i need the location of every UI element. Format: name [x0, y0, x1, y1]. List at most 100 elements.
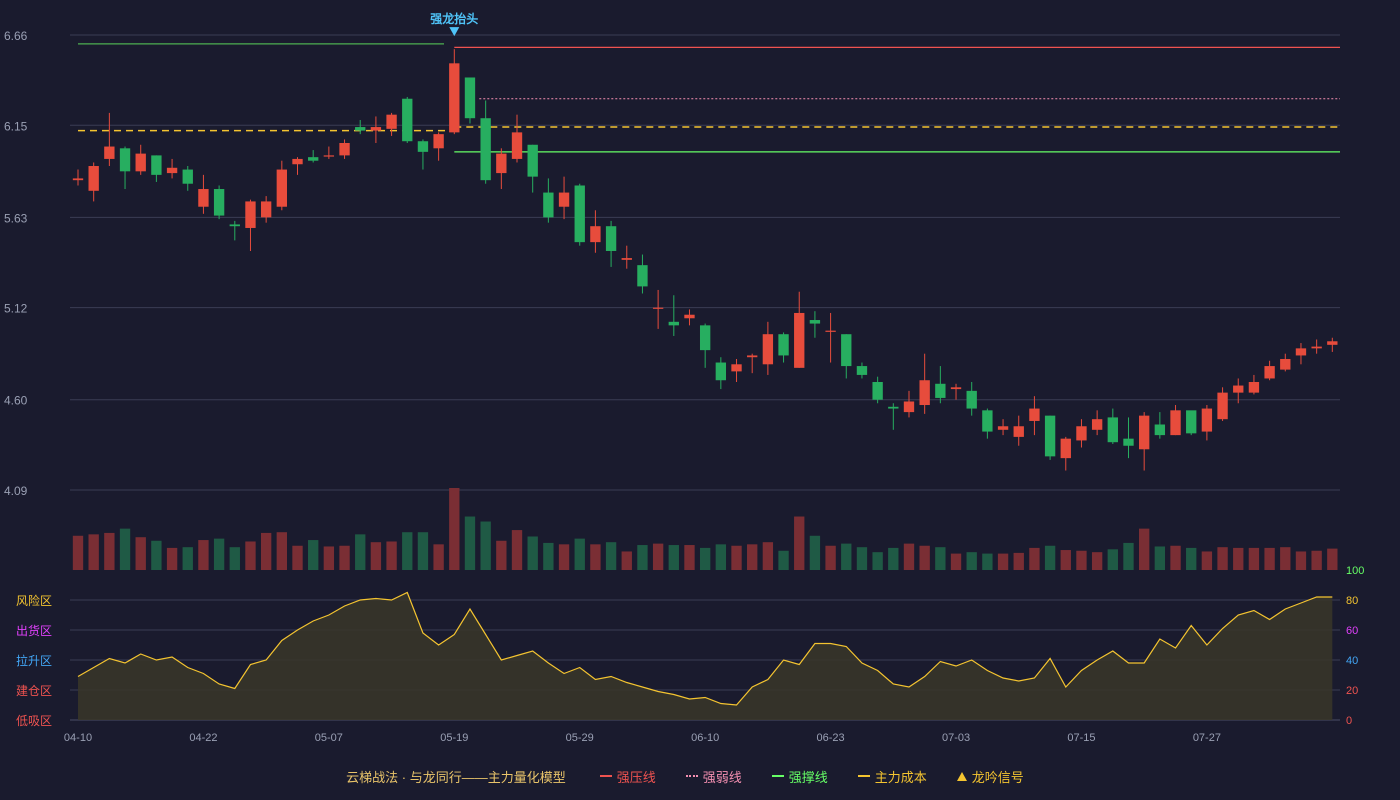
x-tick-label: 07-15 [1067, 732, 1095, 744]
legend-item-strong-weak[interactable]: 强弱线 [685, 767, 742, 786]
candle-body [355, 127, 366, 131]
candle-body [135, 153, 146, 172]
candle-body [166, 167, 178, 174]
candle-body [997, 426, 1009, 430]
volume-bar [1076, 550, 1087, 570]
candle-body [935, 383, 946, 398]
candle-body [856, 366, 868, 375]
volume-bar [511, 530, 523, 570]
candle-body [104, 146, 115, 159]
legend-label: 龙吟信号 [971, 769, 1024, 785]
volume-bar [825, 545, 836, 570]
x-tick-label: 06-10 [691, 732, 719, 744]
volume-bar [496, 540, 507, 570]
signal-arrow-icon [449, 27, 460, 37]
candle-body [1138, 415, 1150, 450]
x-tick-label: 07-03 [942, 732, 970, 744]
legend-swatch-icon [599, 775, 612, 777]
volume-bar [527, 536, 538, 570]
volume-bar [1170, 545, 1181, 570]
volume-bar [1233, 547, 1244, 570]
volume-bar [1311, 550, 1322, 570]
volume-bar [574, 538, 585, 570]
x-tick-label: 04-22 [189, 732, 217, 744]
candle-body [637, 265, 648, 287]
candle-body [731, 364, 742, 372]
candle-body [621, 258, 632, 260]
candle-body [72, 178, 84, 181]
volume-bar [621, 551, 632, 570]
volume-bar [1201, 551, 1213, 570]
volume-bar [794, 516, 805, 570]
volume-bar [747, 544, 758, 570]
osc-zone-label: 建仓区 [16, 684, 52, 698]
volume-bar [198, 540, 209, 570]
candle-body [590, 226, 601, 243]
candle-body [1248, 382, 1260, 393]
volume-bar [637, 545, 648, 570]
volume-bar [104, 532, 115, 570]
candle-body [684, 314, 695, 319]
legend-item-support[interactable]: 强撑线 [771, 767, 828, 786]
volume-bar [966, 552, 977, 570]
volume-bar [872, 552, 883, 570]
volume-bar [449, 488, 460, 570]
x-tick-label: 06-23 [817, 732, 845, 744]
x-tick-label: 05-19 [440, 732, 468, 744]
volume-bar [668, 545, 679, 570]
volume-bar [590, 544, 601, 570]
volume-bar [888, 547, 899, 570]
candle-body [1107, 417, 1118, 443]
volume-bar [339, 545, 350, 570]
candle-body [903, 401, 915, 413]
candle-body [982, 410, 993, 432]
volume-bar [1107, 549, 1118, 570]
osc-zone-label: 低吸区 [16, 714, 52, 728]
candle-body [402, 98, 413, 142]
legend-item-strong-pressure[interactable]: 强压线 [599, 767, 656, 786]
volume-bar [841, 543, 852, 570]
x-tick-label: 04-10 [64, 732, 92, 744]
candle-body [182, 169, 193, 184]
x-tick-label: 05-29 [566, 732, 594, 744]
volume-bar [715, 544, 727, 570]
price-tick-label: 6.15 [4, 119, 28, 133]
candle-body [119, 148, 131, 172]
candle-body [809, 320, 821, 324]
candle-body [778, 334, 789, 356]
legend-swatch-icon [771, 775, 784, 777]
volume-bar [543, 542, 554, 570]
volume-bar [1044, 545, 1056, 570]
volume-bar [778, 550, 789, 570]
osc-tick-label: 20 [1346, 685, 1358, 697]
volume-bar [72, 535, 84, 570]
volume-bar [1327, 548, 1338, 570]
legend-swatch-icon [685, 775, 698, 777]
volume-bar [1091, 552, 1103, 570]
candle-body [1044, 415, 1056, 457]
volume-bar [386, 541, 397, 570]
candle-body [715, 362, 727, 381]
volume-bar [1154, 546, 1166, 570]
candle-body [464, 77, 476, 119]
candle-body [966, 390, 977, 409]
legend-label: 强弱线 [702, 769, 742, 785]
candle-body [417, 141, 429, 152]
volume-bar [260, 532, 272, 570]
volume-bar [1013, 552, 1024, 570]
candle-body [841, 334, 852, 367]
price-tick-label: 6.66 [4, 29, 28, 43]
volume-bar [135, 537, 146, 570]
volume-bar [433, 544, 444, 570]
candle-body [198, 189, 209, 207]
candle-body [668, 321, 679, 326]
volume-bar [355, 534, 366, 570]
legend-swatch-icon [857, 775, 870, 777]
legend-item-main-cost[interactable]: 主力成本 [857, 767, 927, 786]
volume-bar [1138, 528, 1150, 570]
candle-body [151, 155, 162, 175]
osc-zone-label: 风险区 [16, 593, 52, 608]
legend-item-dragon-signal[interactable]: 龙吟信号 [956, 767, 1024, 786]
volume-bar [731, 545, 742, 570]
